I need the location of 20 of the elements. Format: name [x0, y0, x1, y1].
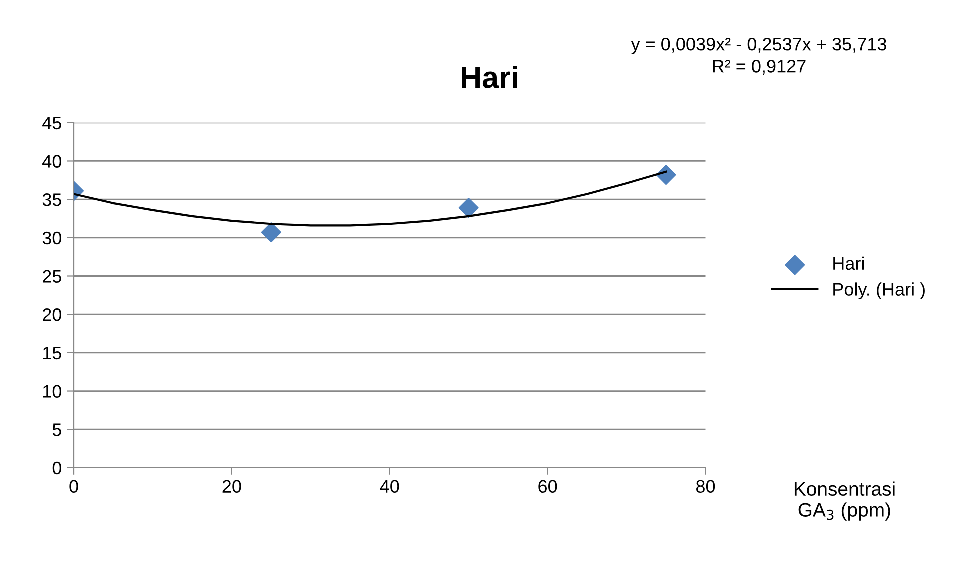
y-tick-label: 40 — [42, 155, 62, 168]
text: y = 0,0039x² - 0,2537x + 35,713 R² = 0,9127 — [631, 38, 886, 75]
x-axis-title: Konsentrasi GA$_{3}$ (ppm) — [794, 482, 895, 521]
y-tick-label: 35 — [42, 194, 62, 206]
legend-label: Poly. (Hari ) — [834, 282, 925, 300]
y-tick-label: 15 — [44, 347, 62, 360]
chart-title: Hari — [462, 66, 518, 88]
x-tick-label: 0 — [70, 480, 78, 494]
legend-label: Hari — [834, 256, 864, 270]
y-tick-label: 25 — [43, 270, 62, 283]
x-tick-label: 40 — [380, 480, 400, 494]
x-tick-label: 60 — [538, 480, 558, 494]
y-tick-label: 30 — [42, 232, 62, 245]
x-tick-label: 80 — [696, 480, 716, 494]
x-tick-label: 20 — [222, 480, 242, 494]
y-tick-label: 45 — [42, 117, 62, 130]
y-tick-label: 10 — [44, 385, 62, 398]
y-tick-label: 20 — [43, 308, 62, 322]
y-tick-label: 0 — [52, 462, 62, 475]
y-tick-label: 5 — [52, 424, 62, 436]
